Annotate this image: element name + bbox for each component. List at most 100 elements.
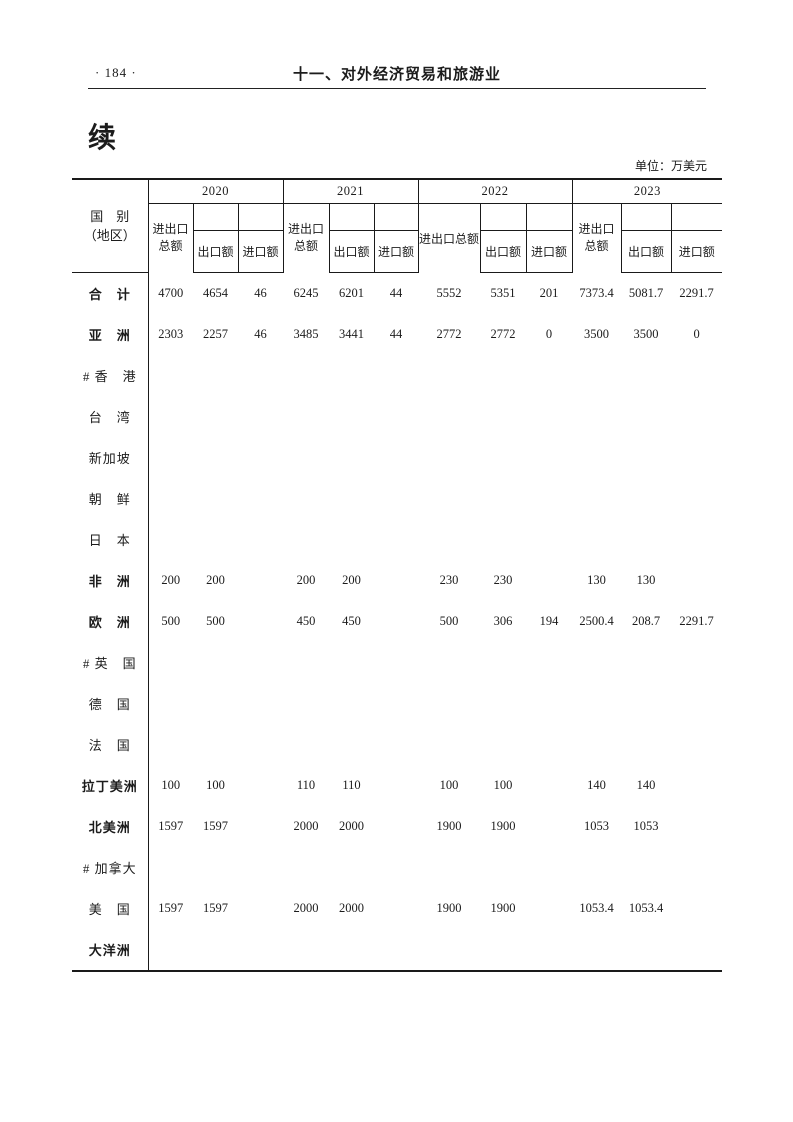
cell: 1900: [490, 901, 516, 915]
table-row: 北美洲 1597 1597 2000 2000 1900 1900 1053 1053: [72, 806, 722, 847]
table-header: 国 别 （地区） 2020 2021 2022 2023 进出口 总额 进出口 …: [72, 179, 723, 273]
cell: [283, 355, 329, 396]
cell: 201: [539, 286, 559, 300]
cell: [238, 601, 283, 642]
cell: 230: [493, 573, 513, 587]
cell: 1597: [158, 901, 184, 915]
cell: [148, 929, 193, 971]
cell: [572, 519, 621, 560]
table-row: 新加坡: [72, 437, 722, 478]
cell: [526, 724, 572, 765]
cell: [671, 642, 722, 683]
unit-note: 单位：万美元: [634, 159, 707, 173]
cell: [148, 519, 193, 560]
row-label: # 加拿大: [72, 847, 149, 888]
page-number: · 184 ·: [95, 65, 137, 80]
cell: [283, 519, 329, 560]
row-label: 拉丁美洲: [72, 765, 149, 806]
cell: [526, 560, 572, 601]
cell: 2291.7: [679, 286, 714, 300]
cell: [621, 519, 671, 560]
cell: [148, 642, 193, 683]
subheader-import-2020: 进口额: [237, 230, 284, 273]
chapter-title: 十一、对外经济贸易和旅游业: [292, 66, 501, 83]
cell: [671, 560, 722, 601]
row-label: 法 国: [72, 724, 149, 765]
cell: [193, 519, 238, 560]
cell: [480, 519, 526, 560]
row-label: 非 洲: [72, 560, 149, 601]
cell: [526, 437, 572, 478]
subheader-spacer: [479, 203, 527, 231]
cell: [418, 437, 480, 478]
cell: [193, 355, 238, 396]
cell: [193, 478, 238, 519]
table-row: 非 洲 200 200 200 200 230 230 130 130: [72, 560, 722, 601]
cell: [526, 765, 572, 806]
cell: [374, 806, 418, 847]
cell: 110: [342, 778, 361, 792]
cell: [329, 478, 374, 519]
cell: 2772: [436, 327, 462, 341]
cell: [526, 642, 572, 683]
cell: [238, 847, 283, 888]
subheader-total-2020: 进出口 总额: [147, 203, 193, 273]
row-label: 日 本: [72, 519, 149, 560]
subheader-spacer: [192, 203, 238, 231]
trade-statistics-table: 国 别 （地区） 2020 2021 2022 2023 进出口 总额 进出口 …: [72, 178, 723, 972]
cell: 1597: [203, 901, 228, 915]
cell: [480, 929, 526, 971]
subheader-spacer: [620, 203, 672, 231]
cell: [329, 847, 374, 888]
cell: [374, 396, 418, 437]
cell: [374, 765, 418, 806]
cell: [572, 355, 621, 396]
cell: [671, 683, 722, 724]
cell: 2257: [203, 327, 228, 341]
cell: [671, 355, 722, 396]
cell: [480, 642, 526, 683]
cell: 2000: [339, 819, 365, 833]
cell: [283, 642, 329, 683]
table-row: # 英 国: [72, 642, 722, 683]
cell: 3441: [339, 327, 365, 341]
cell: [193, 724, 238, 765]
cell: 44: [389, 286, 403, 300]
cell: [283, 929, 329, 971]
cell: [238, 765, 283, 806]
cell: 2303: [158, 327, 184, 341]
row-label: # 香 港: [72, 355, 149, 396]
corner-line2: （地区）: [83, 228, 136, 243]
cell: [418, 396, 480, 437]
cell: [572, 847, 621, 888]
row-label: 大洋洲: [72, 929, 149, 971]
cell: [148, 355, 193, 396]
cell: [283, 396, 329, 437]
table-row: # 加拿大: [72, 847, 722, 888]
row-label: 合 计: [72, 272, 149, 314]
cell: [329, 642, 374, 683]
cell: [283, 847, 329, 888]
row-label: 朝 鲜: [72, 478, 149, 519]
cell: 2000: [339, 901, 365, 915]
cell: 306: [493, 614, 513, 628]
cell: 200: [342, 573, 361, 587]
cell: [671, 519, 722, 560]
running-head: · 184 · 十一、对外经济贸易和旅游业: [88, 60, 706, 89]
cell: [418, 478, 480, 519]
cell: 46: [254, 286, 267, 300]
table-row: # 香 港: [72, 355, 722, 396]
cell: [526, 929, 572, 971]
cell: 194: [539, 614, 559, 628]
cell: [572, 929, 621, 971]
cell: [238, 478, 283, 519]
cell: [329, 396, 374, 437]
cell: [238, 642, 283, 683]
cell: [671, 847, 722, 888]
cell: [526, 355, 572, 396]
cell: [329, 929, 374, 971]
row-label: # 英 国: [72, 642, 149, 683]
cell: [621, 724, 671, 765]
cell: [374, 560, 418, 601]
cell: [238, 888, 283, 929]
